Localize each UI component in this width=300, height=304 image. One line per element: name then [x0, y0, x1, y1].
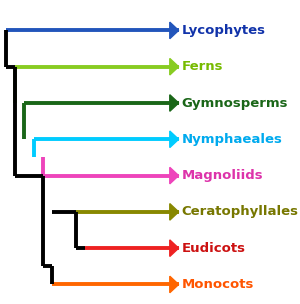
Polygon shape [170, 22, 178, 39]
Text: Ceratophyllales: Ceratophyllales [182, 206, 298, 218]
Text: Monocots: Monocots [182, 278, 254, 291]
Polygon shape [170, 276, 178, 293]
Text: Ferns: Ferns [182, 60, 223, 73]
Polygon shape [170, 204, 178, 220]
Polygon shape [170, 95, 178, 111]
Polygon shape [170, 58, 178, 75]
Text: Gymnosperms: Gymnosperms [182, 96, 288, 109]
Polygon shape [170, 131, 178, 147]
Polygon shape [170, 167, 178, 184]
Polygon shape [170, 240, 178, 257]
Text: Magnoliids: Magnoliids [182, 169, 263, 182]
Text: Eudicots: Eudicots [182, 242, 245, 255]
Text: Nymphaeales: Nymphaeales [182, 133, 282, 146]
Text: Lycophytes: Lycophytes [182, 24, 266, 37]
